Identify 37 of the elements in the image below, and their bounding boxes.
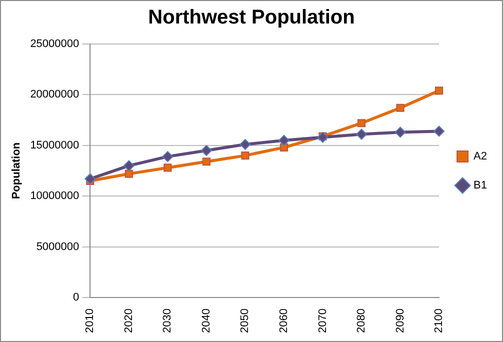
point	[357, 119, 366, 128]
y-tick-label: 20000000	[30, 88, 80, 101]
point	[356, 128, 368, 140]
x-tick-label: 2010	[84, 308, 96, 334]
legend-label: A2	[474, 150, 488, 163]
point	[435, 86, 444, 95]
point	[164, 164, 172, 172]
point	[396, 104, 404, 112]
point	[317, 132, 328, 143]
point	[123, 160, 134, 172]
point	[241, 152, 250, 160]
x-tick-label: 2040	[200, 308, 212, 334]
x-tick-label: 2030	[162, 308, 174, 334]
y-tick-label: 25000000	[30, 38, 80, 50]
x-tick-label: 2090	[394, 308, 406, 334]
point	[124, 170, 133, 178]
point	[240, 138, 251, 150]
x-tick-label: 2100	[433, 308, 446, 334]
x-tick-label: 2080	[356, 308, 368, 334]
x-tick-label: 2020	[122, 308, 135, 334]
y-tick-label: 10000000	[30, 190, 80, 202]
point	[84, 173, 96, 184]
x-tick-label: 2070	[316, 308, 329, 334]
point	[200, 144, 212, 156]
x-tick-label: 2060	[278, 308, 290, 334]
y-tick-label: 5000000	[36, 240, 80, 253]
legend-label: B1	[474, 180, 488, 192]
x-tick-label: 2050	[239, 308, 252, 334]
y-axis-title: Population	[10, 142, 23, 200]
point	[394, 126, 406, 138]
y-tick-label: 15000000	[30, 139, 80, 152]
point	[434, 126, 445, 137]
y-tick-label: 0	[73, 292, 80, 304]
point	[278, 134, 290, 146]
point	[202, 158, 210, 166]
point	[162, 151, 174, 162]
chart-title: Northwest Population	[148, 6, 355, 29]
